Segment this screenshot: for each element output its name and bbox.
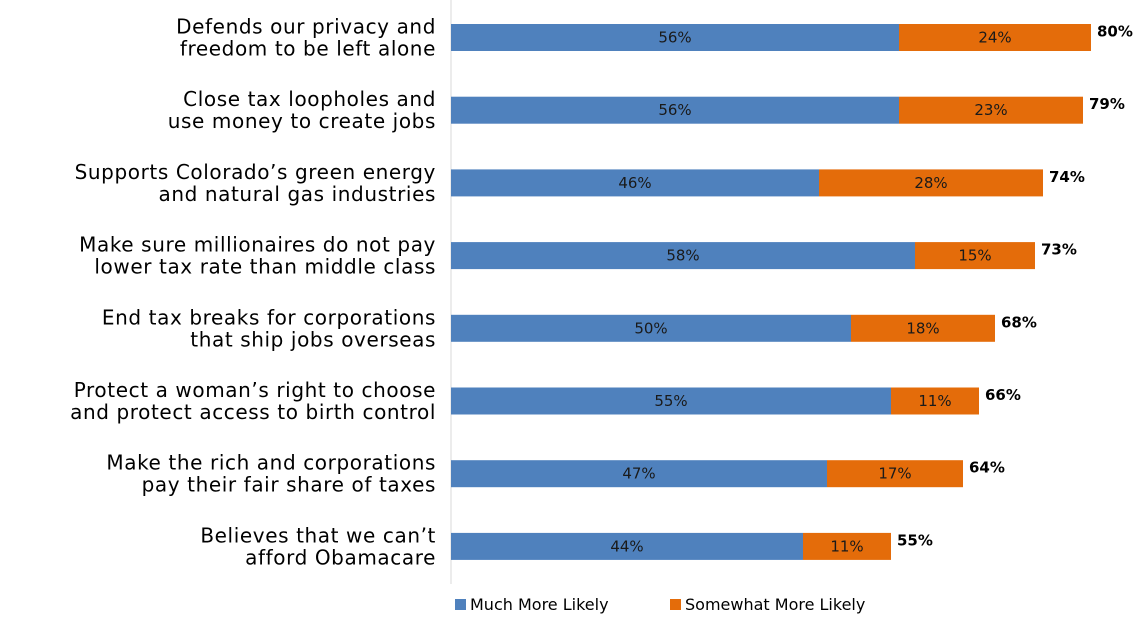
bar-value-label: 46% <box>618 174 651 192</box>
bar-value-label: 55% <box>654 392 687 410</box>
legend-item-much-more-likely: Much More Likely <box>455 595 609 614</box>
bar-somewhat-more-likely <box>851 314 995 342</box>
bar-value-label: 17% <box>878 465 911 483</box>
bar-value-label: 50% <box>634 319 667 337</box>
total-value-label: 79% <box>1089 95 1125 113</box>
bar-much-more-likely <box>451 387 891 415</box>
bar-somewhat-more-likely <box>899 24 1091 51</box>
category-label-line: that ship jobs overseas <box>190 327 436 351</box>
bar-much-more-likely <box>451 169 819 197</box>
bar-value-label: 56% <box>658 101 691 119</box>
bar-much-more-likely <box>451 96 899 124</box>
category-label-line: and protect access to birth control <box>70 400 436 424</box>
bar-much-more-likely <box>451 314 851 342</box>
bar-value-label: 11% <box>918 392 951 410</box>
bar-somewhat-more-likely <box>891 387 979 415</box>
bar-somewhat-more-likely <box>899 96 1083 124</box>
bar-value-label: 58% <box>666 247 699 265</box>
bar-much-more-likely <box>451 532 803 560</box>
category-label-line: lower tax rate than middle class <box>94 255 436 279</box>
bar-somewhat-more-likely <box>803 532 891 560</box>
category-label-line: pay their fair share of taxes <box>142 473 436 497</box>
bar-somewhat-more-likely <box>819 169 1043 197</box>
category-label: End tax breaks for corporations that ship… <box>102 305 436 351</box>
total-value-label: 74% <box>1049 168 1085 186</box>
total-value-label: 80% <box>1097 23 1133 41</box>
legend: Much More Likely Somewhat More Likely <box>455 595 865 614</box>
category-label-line: End tax breaks for corporations <box>102 305 436 329</box>
legend-label: Much More Likely <box>470 595 609 614</box>
bars: 56% 24% 80% 56% 23% 79% 46% 28% 74% 58% 15% 73% 50% 1… <box>451 23 1133 560</box>
category-label: Defends our privacy and freedom to be lef… <box>176 15 436 61</box>
bar-value-label: 44% <box>610 537 643 555</box>
category-label-line: afford Obamacare <box>245 545 436 569</box>
bar-value-label: 11% <box>830 537 863 555</box>
bar-value-label: 47% <box>622 465 655 483</box>
bar-much-more-likely <box>451 24 899 51</box>
bar-value-label: 24% <box>978 29 1011 47</box>
total-value-label: 66% <box>985 386 1021 404</box>
legend-item-somewhat-more-likely: Somewhat More Likely <box>670 595 865 614</box>
bar-somewhat-more-likely <box>827 460 963 488</box>
category-label-line: Make the rich and corporations <box>106 451 436 475</box>
total-value-label: 55% <box>897 531 933 549</box>
legend-swatch <box>455 599 466 610</box>
bar-much-more-likely <box>451 242 915 270</box>
total-value-label: 73% <box>1041 241 1077 259</box>
category-label-line: Make sure millionaires do not pay <box>79 233 436 257</box>
category-labels: Defends our privacy and freedom to be lef… <box>70 15 436 570</box>
bar-value-label: 18% <box>906 319 939 337</box>
legend-label: Somewhat More Likely <box>685 595 865 614</box>
category-label-line: Supports Colorado’s green energy <box>75 160 436 184</box>
category-label: Close tax loopholes and use money to crea… <box>168 87 436 133</box>
category-label: Believes that we can’t afford Obamacare <box>200 523 436 569</box>
bar-much-more-likely <box>451 460 827 488</box>
category-label-line: Defends our privacy and <box>176 15 436 39</box>
category-label-line: Believes that we can’t <box>200 523 436 547</box>
category-label-line: Close tax loopholes and <box>183 87 436 111</box>
legend-swatch <box>670 599 681 610</box>
category-label: Make sure millionaires do not pay lower t… <box>79 233 436 279</box>
bar-value-label: 23% <box>974 101 1007 119</box>
bar-somewhat-more-likely <box>915 242 1035 270</box>
bar-value-label: 15% <box>958 247 991 265</box>
category-label-line: Protect a woman’s right to choose <box>74 378 436 402</box>
category-label-line: and natural gas industries <box>158 182 436 206</box>
category-label-line: freedom to be left alone <box>180 37 436 61</box>
total-value-label: 64% <box>969 459 1005 477</box>
category-label-line: use money to create jobs <box>168 109 436 133</box>
category-label: Protect a woman’s right to choose and pro… <box>70 378 436 424</box>
bar-value-label: 28% <box>914 174 947 192</box>
category-label: Make the rich and corporations pay their … <box>106 451 436 497</box>
total-value-label: 68% <box>1001 313 1037 331</box>
category-label: Supports Colorado’s green energy and natu… <box>75 160 436 206</box>
bar-value-label: 56% <box>658 29 691 47</box>
